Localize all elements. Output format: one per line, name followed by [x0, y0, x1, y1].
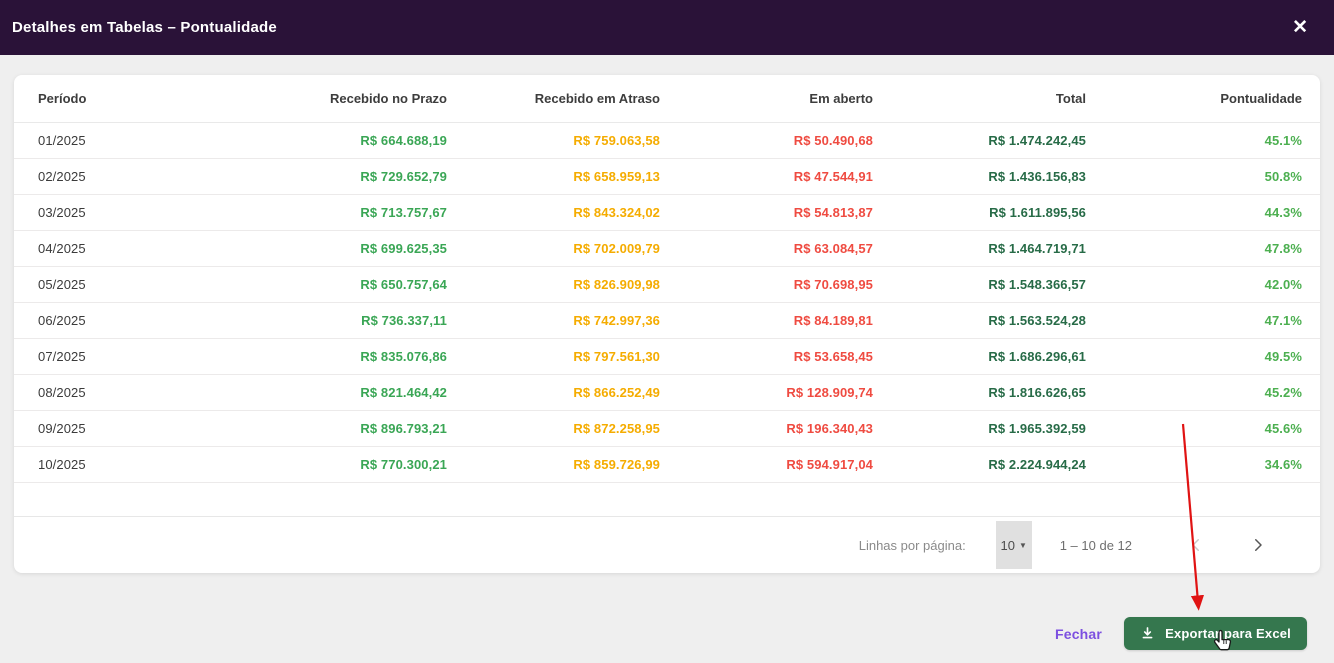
modal-header: Detalhes em Tabelas – Pontualidade ✕ [0, 0, 1334, 55]
col-header-pontualidade: Pontualidade [1086, 75, 1320, 123]
previous-page-button[interactable] [1176, 525, 1216, 565]
cell-recebido-no-prazo: R$ 770.300,21 [234, 446, 447, 483]
cell-total: R$ 1.965.392,59 [873, 410, 1086, 447]
cell-em-aberto: R$ 53.658,45 [660, 338, 873, 375]
cell-total: R$ 1.563.524,28 [873, 302, 1086, 339]
cell-recebido-em-atraso: R$ 859.726,99 [447, 446, 660, 483]
cell-em-aberto: R$ 128.909,74 [660, 374, 873, 411]
table-header-row: Período Recebido no Prazo Recebido em At… [14, 75, 1320, 123]
pagination-bar: Linhas por página: 10 ▼ 1 – 10 de 12 [14, 516, 1320, 573]
cell-recebido-no-prazo: R$ 821.464,42 [234, 374, 447, 411]
cell-periodo: 09/2025 [14, 410, 234, 447]
cell-recebido-no-prazo: R$ 736.337,11 [234, 302, 447, 339]
cell-recebido-no-prazo: R$ 835.076,86 [234, 338, 447, 375]
cell-total: R$ 1.464.719,71 [873, 230, 1086, 267]
cell-pontualidade: 45.1% [1086, 122, 1320, 159]
col-header-recebido-no-prazo: Recebido no Prazo [234, 75, 447, 123]
cell-total: R$ 1.548.366,57 [873, 266, 1086, 303]
table-card: Período Recebido no Prazo Recebido em At… [14, 75, 1320, 573]
cell-recebido-em-atraso: R$ 826.909,98 [447, 266, 660, 303]
cell-pontualidade: 49.5% [1086, 338, 1320, 375]
cell-recebido-em-atraso: R$ 797.561,30 [447, 338, 660, 375]
export-excel-label: Exportar para Excel [1165, 626, 1291, 641]
cell-total: R$ 1.686.296,61 [873, 338, 1086, 375]
cell-pontualidade: 44.3% [1086, 194, 1320, 231]
table-body: 01/2025 R$ 664.688,19 R$ 759.063,58 R$ 5… [14, 122, 1320, 483]
close-icon[interactable]: ✕ [1292, 17, 1308, 38]
fechar-button[interactable]: Fechar [1054, 625, 1103, 642]
cell-periodo: 04/2025 [14, 230, 234, 267]
cell-periodo: 06/2025 [14, 302, 234, 339]
cell-pontualidade: 47.1% [1086, 302, 1320, 339]
cell-em-aberto: R$ 594.917,04 [660, 446, 873, 483]
cell-periodo: 10/2025 [14, 446, 234, 483]
table-row: 09/2025 R$ 896.793,21 R$ 872.258,95 R$ 1… [14, 410, 1320, 447]
cell-total: R$ 1.816.626,65 [873, 374, 1086, 411]
col-header-periodo: Período [14, 75, 234, 123]
cell-periodo: 07/2025 [14, 338, 234, 375]
table-row: 10/2025 R$ 770.300,21 R$ 859.726,99 R$ 5… [14, 446, 1320, 483]
cell-total: R$ 1.436.156,83 [873, 158, 1086, 195]
cell-recebido-em-atraso: R$ 872.258,95 [447, 410, 660, 447]
table-row: 04/2025 R$ 699.625,35 R$ 702.009,79 R$ 6… [14, 230, 1320, 267]
download-icon [1142, 627, 1153, 639]
cell-recebido-em-atraso: R$ 866.252,49 [447, 374, 660, 411]
cell-em-aberto: R$ 196.340,43 [660, 410, 873, 447]
cell-periodo: 08/2025 [14, 374, 234, 411]
cell-em-aberto: R$ 54.813,87 [660, 194, 873, 231]
cell-recebido-em-atraso: R$ 843.324,02 [447, 194, 660, 231]
cell-total: R$ 1.474.242,45 [873, 122, 1086, 159]
col-header-total: Total [873, 75, 1086, 123]
cell-recebido-em-atraso: R$ 759.063,58 [447, 122, 660, 159]
table-row: 08/2025 R$ 821.464,42 R$ 866.252,49 R$ 1… [14, 374, 1320, 411]
rows-per-page-label: Linhas por página: [858, 537, 966, 553]
table-row: 01/2025 R$ 664.688,19 R$ 759.063,58 R$ 5… [14, 122, 1320, 159]
cell-pontualidade: 47.8% [1086, 230, 1320, 267]
cell-em-aberto: R$ 70.698,95 [660, 266, 873, 303]
punctuality-table: Período Recebido no Prazo Recebido em At… [14, 75, 1320, 483]
cell-recebido-no-prazo: R$ 713.757,67 [234, 194, 447, 231]
cell-total: R$ 1.611.895,56 [873, 194, 1086, 231]
cell-em-aberto: R$ 84.189,81 [660, 302, 873, 339]
chevron-right-icon [1255, 539, 1262, 551]
table-row: 06/2025 R$ 736.337,11 R$ 742.997,36 R$ 8… [14, 302, 1320, 339]
cell-total: R$ 2.224.944,24 [873, 446, 1086, 483]
col-header-recebido-em-atraso: Recebido em Atraso [447, 75, 660, 123]
cell-pontualidade: 34.6% [1086, 446, 1320, 483]
cell-recebido-no-prazo: R$ 699.625,35 [234, 230, 447, 267]
cell-recebido-no-prazo: R$ 729.652,79 [234, 158, 447, 195]
cell-em-aberto: R$ 50.490,68 [660, 122, 873, 159]
next-page-button[interactable] [1238, 525, 1278, 565]
table-row: 05/2025 R$ 650.757,64 R$ 826.909,98 R$ 7… [14, 266, 1320, 303]
rows-per-page-value: 10 [1000, 537, 1015, 553]
cell-periodo: 01/2025 [14, 122, 234, 159]
footer-actions: Fechar Exportar para Excel [1055, 617, 1307, 650]
cell-em-aberto: R$ 47.544,91 [660, 158, 873, 195]
cell-recebido-em-atraso: R$ 658.959,13 [447, 158, 660, 195]
cell-periodo: 03/2025 [14, 194, 234, 231]
table-row: 02/2025 R$ 729.652,79 R$ 658.959,13 R$ 4… [14, 158, 1320, 195]
rows-per-page-select[interactable]: 10 ▼ [995, 521, 1032, 569]
cell-recebido-em-atraso: R$ 702.009,79 [447, 230, 660, 267]
cell-pontualidade: 45.2% [1086, 374, 1320, 411]
cell-pontualidade: 45.6% [1086, 410, 1320, 447]
cell-periodo: 05/2025 [14, 266, 234, 303]
cell-recebido-em-atraso: R$ 742.997,36 [447, 302, 660, 339]
cell-pontualidade: 50.8% [1086, 158, 1320, 195]
export-excel-button[interactable]: Exportar para Excel [1124, 617, 1307, 650]
table-row: 07/2025 R$ 835.076,86 R$ 797.561,30 R$ 5… [14, 338, 1320, 375]
cell-periodo: 02/2025 [14, 158, 234, 195]
col-header-em-aberto: Em aberto [660, 75, 873, 123]
chevron-left-icon [1192, 539, 1199, 551]
cell-recebido-no-prazo: R$ 896.793,21 [234, 410, 447, 447]
cell-em-aberto: R$ 63.084,57 [660, 230, 873, 267]
modal-title: Detalhes em Tabelas – Pontualidade [12, 19, 277, 36]
cell-pontualidade: 42.0% [1086, 266, 1320, 303]
pagination-range-label: 1 – 10 de 12 [1059, 537, 1132, 553]
table-row: 03/2025 R$ 713.757,67 R$ 843.324,02 R$ 5… [14, 194, 1320, 231]
cell-recebido-no-prazo: R$ 650.757,64 [234, 266, 447, 303]
cell-recebido-no-prazo: R$ 664.688,19 [234, 122, 447, 159]
chevron-down-icon: ▼ [1018, 540, 1027, 550]
